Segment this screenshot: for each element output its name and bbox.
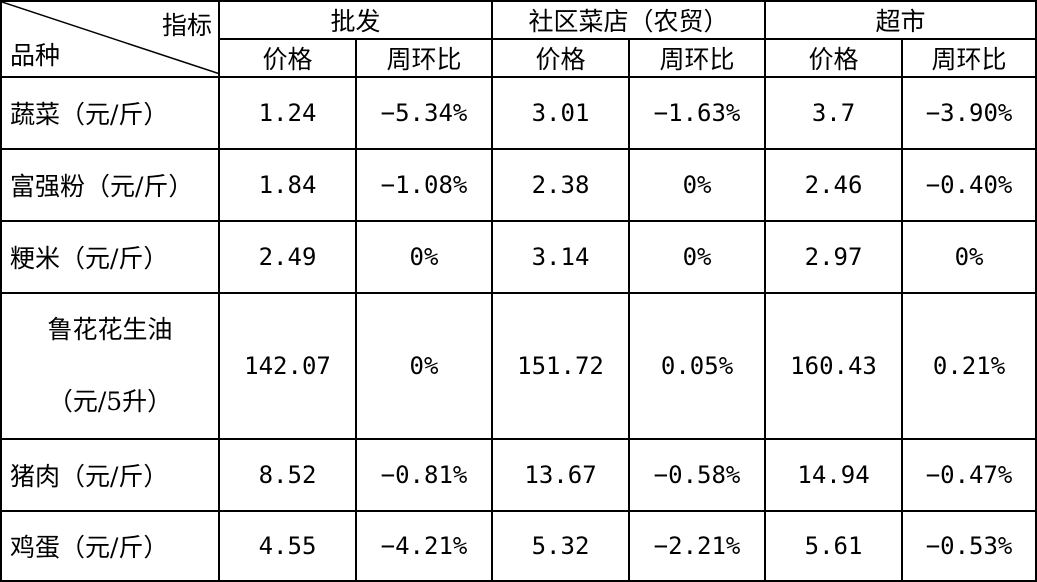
cell-value: −2.21%: [628, 510, 767, 582]
sub-header-price: 价格: [491, 38, 631, 78]
row-label: 富强粉（元/斤）: [0, 148, 220, 222]
cell-value: −5.34%: [354, 76, 494, 150]
cell-value: 142.07: [218, 292, 357, 440]
row-label: 鸡蛋（元/斤）: [0, 510, 220, 582]
row-label-line: （元/5升）: [47, 387, 173, 416]
row-label: 蔬菜（元/斤）: [0, 76, 220, 150]
cell-value: 0.05%: [628, 292, 767, 440]
header-row-groups: 指标 品种 批发 社区菜店（农贸） 超市: [0, 0, 1037, 78]
cell-value: −4.21%: [354, 510, 494, 582]
cell-value: −0.40%: [901, 148, 1037, 222]
cell-value: 3.01: [491, 76, 631, 150]
row-label: 粳米（元/斤）: [0, 220, 220, 294]
row-label-line: 鲁花花生油: [47, 315, 173, 344]
cell-value: 14.94: [764, 438, 904, 512]
cell-value: −0.47%: [901, 438, 1037, 512]
cell-value: 0%: [354, 292, 494, 440]
cell-value: 3.14: [491, 220, 631, 294]
corner-label-variety: 品种: [10, 41, 61, 70]
cell-value: 0%: [628, 148, 767, 222]
cell-value: 2.49: [218, 220, 357, 294]
corner-header: 指标 品种: [0, 0, 220, 78]
cell-value: 4.55: [218, 510, 357, 582]
cell-value: −0.58%: [628, 438, 767, 512]
cell-value: 1.24: [218, 76, 357, 150]
cell-value: 2.46: [764, 148, 904, 222]
cell-value: 160.43: [764, 292, 904, 440]
sub-header-wow: 周环比: [354, 38, 494, 78]
cell-value: 5.32: [491, 510, 631, 582]
table-row: 粳米（元/斤） 2.49 0% 3.14 0% 2.97 0%: [0, 220, 1037, 294]
cell-value: 151.72: [491, 292, 631, 440]
table-row: 鸡蛋（元/斤） 4.55 −4.21% 5.32 −2.21% 5.61 −0.…: [0, 510, 1037, 582]
table-row: 鲁花花生油 （元/5升） 142.07 0% 151.72 0.05% 160.…: [0, 292, 1037, 440]
cell-value: 3.7: [764, 76, 904, 150]
header-row-sub: 价格 周环比 价格 周环比 价格 周环比: [1, 38, 1037, 78]
cell-value: 0.21%: [901, 292, 1037, 440]
cell-value: −3.90%: [901, 76, 1037, 150]
cell-value: 13.67: [491, 438, 631, 512]
cell-value: −0.53%: [901, 510, 1037, 582]
cell-value: 0%: [628, 220, 767, 294]
table-row: 富强粉（元/斤） 1.84 −1.08% 2.38 0% 2.46 −0.40%: [0, 148, 1037, 222]
group-header-wholesale: 批发: [217, 0, 494, 40]
cell-value: 0%: [901, 220, 1037, 294]
table-row: 蔬菜（元/斤） 1.24 −5.34% 3.01 −1.63% 3.7 −3.9…: [0, 76, 1037, 150]
cell-value: 1.84: [218, 148, 357, 222]
cell-value: 2.38: [491, 148, 631, 222]
sub-header-wow: 周环比: [628, 38, 767, 78]
diagonal-divider: [3, 3, 217, 74]
cell-value: −0.81%: [354, 438, 494, 512]
cell-value: 2.97: [764, 220, 904, 294]
cell-value: 5.61: [764, 510, 904, 582]
cell-value: −1.63%: [628, 76, 767, 150]
cell-value: 0%: [354, 220, 494, 294]
sub-header-price: 价格: [764, 38, 904, 78]
row-label: 鲁花花生油 （元/5升）: [0, 292, 220, 440]
table-row: 猪肉（元/斤） 8.52 −0.81% 13.67 −0.58% 14.94 −…: [0, 438, 1037, 512]
corner-label-indicator: 指标: [161, 11, 212, 40]
sub-header-price: 价格: [218, 38, 357, 78]
group-header-community-store: 社区菜店（农贸）: [491, 0, 767, 40]
group-header-supermarket: 超市: [764, 0, 1037, 40]
cell-value: 8.52: [218, 438, 357, 512]
cell-value: −1.08%: [354, 148, 494, 222]
sub-header-wow: 周环比: [901, 38, 1037, 78]
row-label: 猪肉（元/斤）: [0, 438, 220, 512]
